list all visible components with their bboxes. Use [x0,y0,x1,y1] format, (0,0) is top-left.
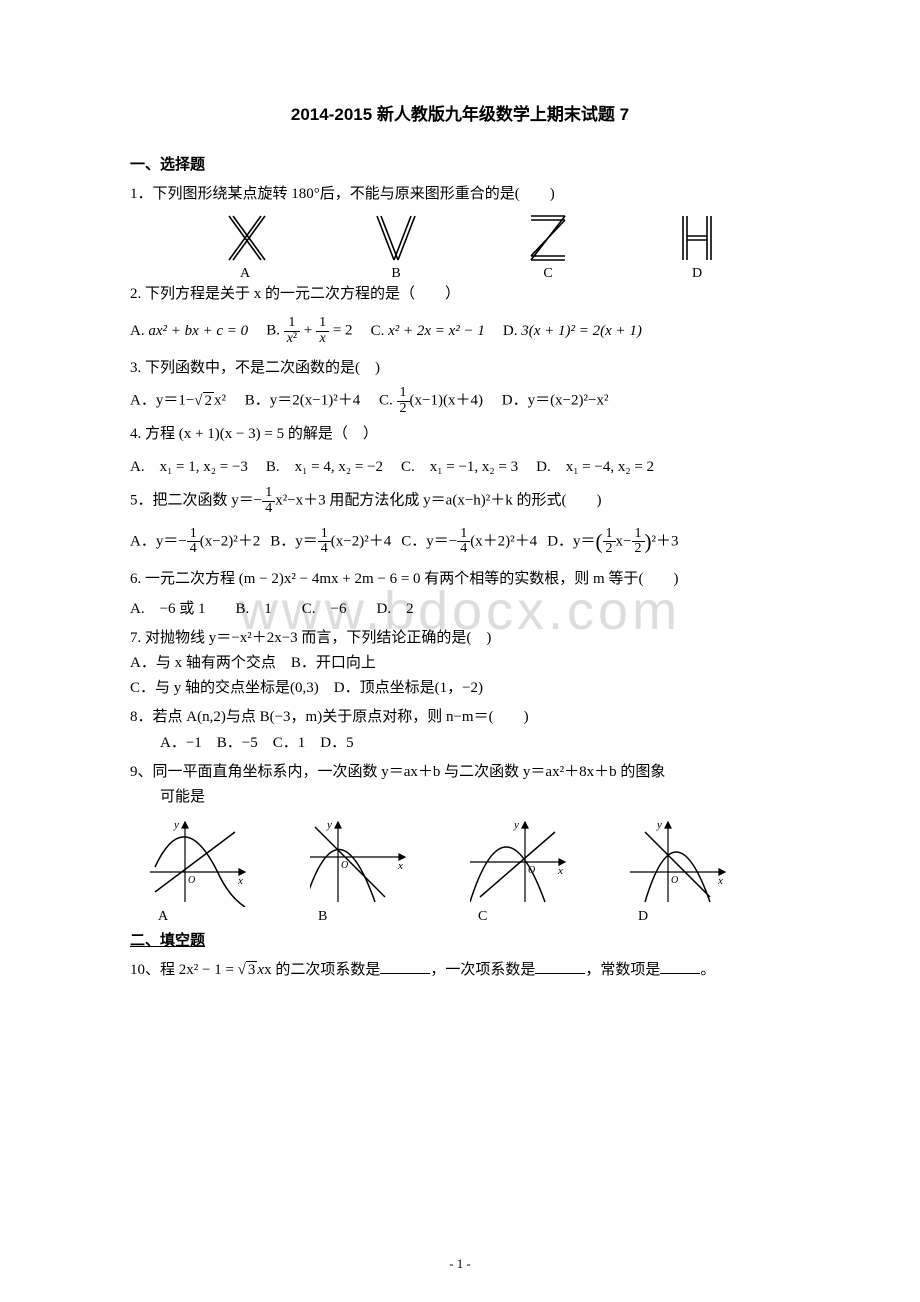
q5b: B．y＝14(x−2)²＋4 [270,527,391,557]
q3d: D．y＝(x−2)²−x² [502,393,609,409]
svg-text:y: y [513,819,519,831]
q9-graphs: x y O A x y O B [150,817,790,925]
q4a: A. x₁ = 1, x₂ = −3 [130,455,248,476]
q10-m3: ，常数项是 [585,962,660,978]
q2-text: 2. 下列方程是关于 x 的一元二次方程的是（ ） [130,282,790,306]
q5-text: 5．把二次函数 y＝−14x²−x＋3 用配方法化成 y＝a(x−h)²＋k 的… [130,486,790,516]
q4-options: A. x₁ = 1, x₂ = −3 B. x₁ = 4, x₂ = −2 C.… [130,455,790,476]
q4-text: 4. 方程 (x + 1)(x − 3) = 5 的解是（ ） [130,423,790,446]
q10-end: 。 [700,962,715,978]
q9-text: 9、同一平面直角坐标系内，一次函数 y＝ax＋b 与二次函数 y＝ax²＋8x＋… [130,761,790,784]
q2-opt-d: D. 3(x + 1)² = 2(x + 1) [503,323,642,340]
q7-text: 7. 对抛物线 y＝−x²＋2x−3 而言，下列结论正确的是( ) [130,627,790,650]
svg-text:y: y [326,819,332,831]
q2d-math: 3(x + 1)² = 2(x + 1) [521,323,642,339]
q1-figures: A B C D [170,212,790,282]
q1-label-a: A [223,266,267,282]
q7-opts-2: C．与 y 轴的交点坐标是(0,3) D．顶点坐标是(1，−2) [130,676,790,700]
q3b: B．y＝2(x−1)²＋4 [245,393,360,409]
q5-pre: 5．把二次函数 y＝− [130,493,262,509]
graph-b-label: B [310,909,410,925]
blank-2 [535,959,585,974]
q1-label-d: D [677,266,717,282]
svg-text:O: O [188,875,195,886]
graph-d-label: D [630,909,730,925]
graph-a: x y O A [150,817,250,925]
q2-options: A. ax² + bx + c = 0 B. 1x² + 1x = 2 C. x… [130,316,790,346]
q5-post: x²−x＋3 用配方法化成 y＝a(x−h)²＋k 的形式( ) [275,493,601,509]
graph-a-label: A [150,909,250,925]
q5d: D．y＝(12x−12)²＋3 [547,527,678,557]
q10-text: 10、程 2x² − 1 = 3xx 的二次项系数是，一次项系数是，常数项是。 [130,958,790,982]
svg-text:O: O [341,860,348,871]
q3-text: 3. 下列函数中，不是二次函数的是( ) [130,356,790,380]
q8-options: A．−1 B．−5 C．1 D．5 [130,731,790,755]
svg-text:x: x [397,860,403,872]
q6-options: A. −6 或 1 B. 1 C. −6 D. 2 [130,597,790,621]
page-number: - 1 - [449,1256,471,1272]
q5-options: A．y＝−14(x−2)²＋2 B．y＝14(x−2)²＋4 C．y＝−14(x… [130,527,790,557]
section-2-header: 二、填空题 [130,929,790,950]
q4c: C. x₁ = −1, x₂ = 3 [401,455,518,476]
q3a-post: x² [214,393,226,409]
svg-text:x: x [557,865,563,877]
q3-options: A．y＝1−2x² B．y＝2(x−1)²＋4 C. 12(x−1)(x＋4) … [130,386,790,416]
q10-m2: ，一次项系数是 [430,962,535,978]
q4d: D. x₁ = −4, x₂ = 2 [536,455,654,476]
q3a-pre: A．y＝1− [130,393,194,409]
q2-opt-b: B. 1x² + 1x = 2 [266,316,352,346]
page-title: 2014-2015 新人教版九年级数学上期末试题 7 [130,100,790,125]
q2c-math: x² + 2x = x² − 1 [388,323,485,339]
letter-h: D [677,212,717,282]
q10-pre: 10、程 2x² − 1 = [130,962,238,978]
q6-text: 6. 一元二次方程 (m − 2)x² − 4mx + 2m − 6 = 0 有… [130,567,790,591]
q1-label-b: B [373,266,419,282]
svg-text:O: O [528,865,535,876]
q8-text: 8．若点 A(n,2)与点 B(−3，m)关于原点对称，则 n−m＝( ) [130,706,790,729]
q5c: C．y＝−14(x＋2)²＋4 [401,527,537,557]
q2-opt-c: C. x² + 2x = x² − 1 [371,323,485,340]
graph-c-label: C [470,909,570,925]
q2a-math: ax² + bx + c = 0 [148,323,248,339]
q7-opts-1: A．与 x 轴有两个交点 B．开口向上 [130,652,790,675]
q3c-post: (x−1)(x＋4) [410,393,483,409]
letter-v: B [373,212,419,282]
svg-text:y: y [173,819,179,831]
blank-3 [660,959,700,974]
blank-1 [380,959,430,974]
svg-text:O: O [671,875,678,886]
section-1-header: 一、选择题 [130,153,790,174]
svg-text:x: x [237,875,243,887]
graph-b: x y O B [310,817,410,925]
q9-cont: 可能是 [130,785,790,809]
q5a: A．y＝−14(x−2)²＋2 [130,527,260,557]
q4b: B. x₁ = 4, x₂ = −2 [266,455,383,476]
letter-z: C [525,212,571,282]
q1-text: 1．下列图形绕某点旋转 180°后，不能与原来图形重合的是( ) [130,182,790,206]
svg-text:y: y [656,819,662,831]
q1-label-c: C [525,266,571,282]
svg-text:x: x [717,875,723,887]
letter-x: A [223,212,267,282]
graph-c: x y O C [470,817,570,925]
q10-m1: x 的二次项系数是 [264,962,380,978]
graph-d: x y O D [630,817,730,925]
q2-opt-a: A. ax² + bx + c = 0 [130,323,248,340]
